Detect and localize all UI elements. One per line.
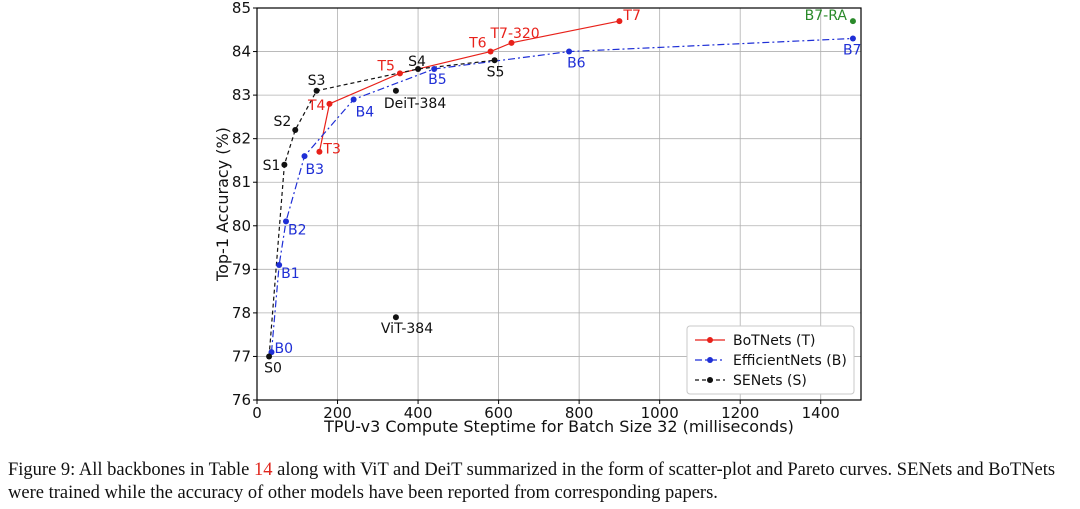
point-label-s2: S2 — [273, 114, 291, 130]
y-tick-label: 76 — [232, 391, 251, 409]
figure-caption: Figure 9: All backbones in Table 14 alon… — [8, 459, 1074, 505]
markers — [266, 18, 856, 360]
caption-suffix: along with ViT and DeiT summarized in th… — [8, 460, 1056, 503]
legend-label-botnets-t: BoTNets (T) — [733, 333, 816, 349]
point-b4 — [350, 96, 357, 103]
x-tick-label: 400 — [404, 404, 433, 422]
point-label-b3: B3 — [306, 162, 325, 178]
point-label-b5: B5 — [428, 72, 447, 88]
y-axis-ticks: 76 77 78 79 80 81 82 83 84 85 — [232, 0, 257, 409]
point-b6 — [566, 48, 573, 55]
y-tick-label: 81 — [232, 173, 251, 191]
x-tick-label: 200 — [323, 404, 352, 422]
point-label-s5: S5 — [487, 64, 505, 80]
point-label-b7: B7 — [843, 42, 862, 58]
point-label-t7-320: T7-320 — [489, 26, 539, 42]
y-tick-label: 77 — [232, 347, 251, 365]
point-s1 — [281, 161, 288, 168]
point-vit-384 — [392, 314, 399, 321]
series-lines — [268, 20, 853, 357]
point-b7-ra — [849, 18, 856, 25]
point-t4 — [326, 100, 333, 107]
point-b7 — [849, 35, 856, 42]
point-s3 — [313, 87, 320, 94]
y-tick-label: 82 — [232, 130, 251, 148]
point-b5 — [431, 65, 438, 72]
x-axis-title: TPU-v3 Compute Steptime for Batch Size 3… — [323, 417, 794, 436]
point-b1 — [276, 261, 283, 268]
y-axis-title: Top-1 Accuracy (%) — [213, 127, 232, 282]
legend-frame — [686, 325, 855, 395]
table-reference-link[interactable]: 14 — [254, 460, 273, 480]
point-label-t7: T7 — [622, 8, 640, 24]
point-s0 — [266, 353, 273, 360]
series-line-senets-s — [268, 59, 495, 357]
point-label-s1: S1 — [263, 158, 281, 174]
plot-frame — [256, 7, 862, 401]
y-tick-label: 78 — [232, 304, 251, 322]
point-label-s3: S3 — [308, 73, 326, 89]
point-t7-320 — [508, 39, 515, 46]
series-line-botnets-t — [318, 20, 620, 152]
point-label-s0: S0 — [264, 360, 282, 376]
point-t6 — [487, 48, 494, 55]
point-label-b4: B4 — [356, 104, 375, 120]
x-tick-label: 0 — [252, 404, 262, 422]
point-label-deit-384: DeiT-384 — [384, 96, 446, 112]
point-label-vit-384: ViT-384 — [381, 321, 433, 337]
y-tick-label: 85 — [232, 0, 251, 17]
point-label-b6: B6 — [567, 56, 586, 72]
y-tick-label: 84 — [232, 43, 251, 61]
point-s2 — [292, 126, 299, 133]
point-deit-384 — [392, 87, 399, 94]
x-tick-label: 600 — [484, 404, 513, 422]
point-b3 — [301, 153, 308, 160]
point-label-t4: T4 — [307, 98, 326, 114]
point-b2 — [282, 218, 289, 225]
point-label-t5: T5 — [376, 58, 394, 74]
point-t5 — [396, 70, 403, 77]
point-label-s4: S4 — [408, 54, 426, 70]
point-s4 — [415, 65, 422, 72]
point-t7 — [616, 18, 623, 25]
point-t3 — [316, 148, 323, 155]
x-tick-label: 1000 — [641, 404, 679, 422]
legend-marker-botnets-t — [707, 337, 713, 343]
legend-label-efficientnets-b: EfficientNets (B) — [733, 353, 847, 369]
y-tick-label: 83 — [232, 86, 251, 104]
y-tick-label: 80 — [232, 217, 251, 235]
point-label-t3: T3 — [322, 142, 340, 158]
caption-prefix: Figure 9: All backbones in Table — [8, 460, 255, 480]
point-label-b1: B1 — [281, 266, 300, 282]
legend: BoTNets (T) EfficientNets (B) SENets (S) — [686, 325, 855, 395]
point-label-b7-ra: B7-RA — [805, 8, 848, 24]
point-label-b0: B0 — [274, 341, 293, 357]
legend-label-senets-s: SENets (S) — [733, 373, 807, 389]
x-tick-label: 800 — [565, 404, 594, 422]
point-s5 — [491, 57, 498, 64]
legend-marker-senets-s — [707, 377, 713, 383]
x-axis-ticks: 0 200 400 600 800 1000 1200 1400 — [252, 400, 840, 422]
y-tick-label: 79 — [232, 260, 251, 278]
point-label-t6: T6 — [468, 36, 487, 52]
series-line-efficientnets-b — [270, 37, 853, 353]
point-label-b2: B2 — [288, 222, 307, 238]
legend-marker-efficientnets-b — [707, 357, 713, 363]
x-tick-label: 1200 — [721, 404, 759, 422]
x-tick-label: 1400 — [802, 404, 840, 422]
